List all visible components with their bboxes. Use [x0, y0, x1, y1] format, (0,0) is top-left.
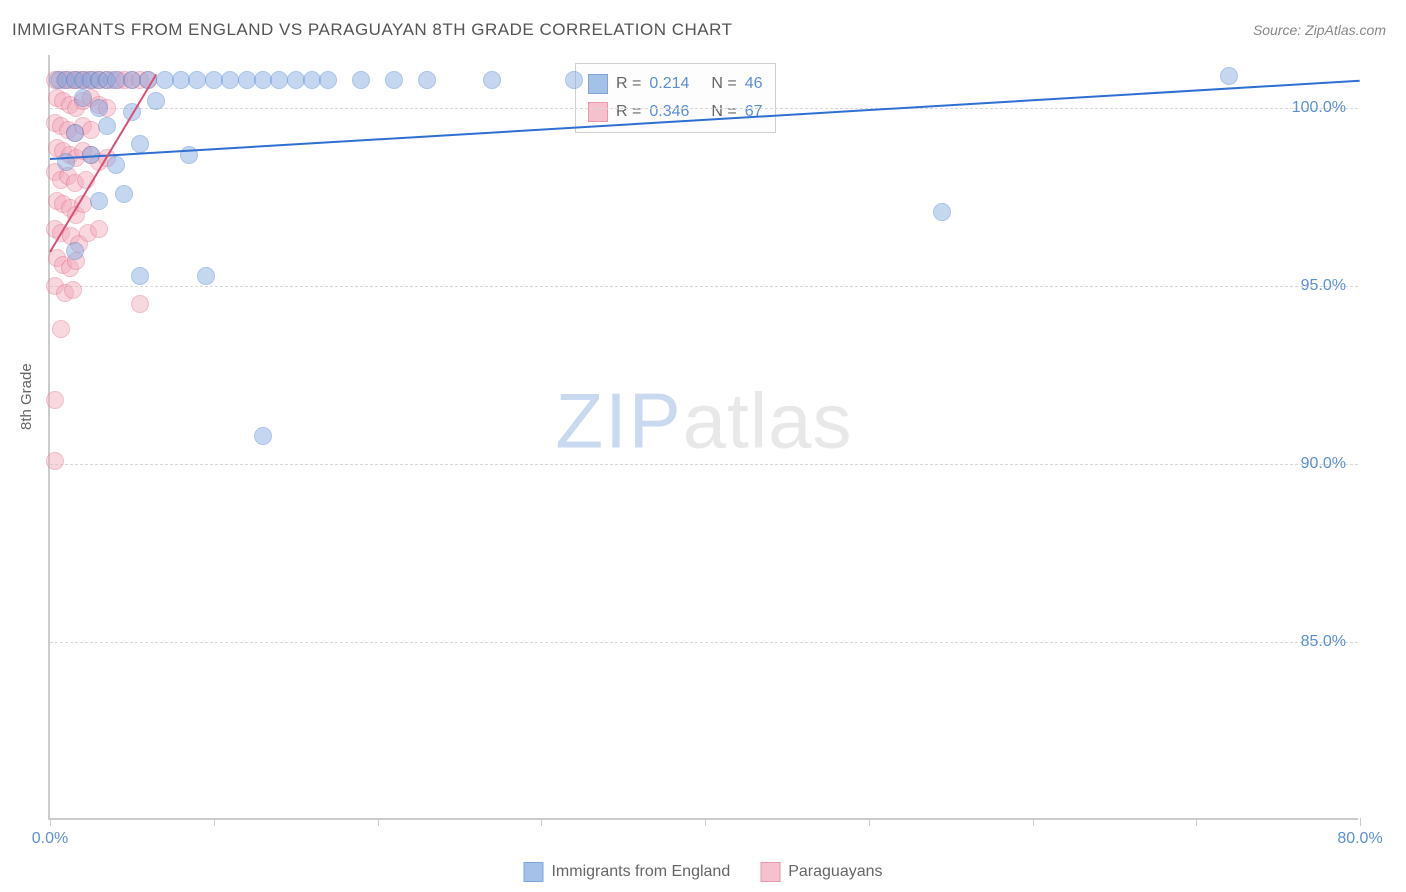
- scatter-point: [156, 71, 174, 89]
- scatter-point: [385, 71, 403, 89]
- x-tick: [1033, 818, 1034, 826]
- scatter-point: [90, 220, 108, 238]
- y-tick-label: 85.0%: [1301, 633, 1346, 651]
- series-legend-item: Paraguayans: [760, 862, 882, 882]
- legend-n-value: 46: [745, 70, 763, 98]
- scatter-point: [123, 71, 141, 89]
- scatter-point: [74, 89, 92, 107]
- y-tick-label: 100.0%: [1292, 99, 1346, 117]
- scatter-point: [115, 185, 133, 203]
- series-legend-item: Immigrants from England: [523, 862, 730, 882]
- watermark-zip: ZIP: [555, 377, 682, 465]
- scatter-point: [107, 71, 125, 89]
- x-tick: [1360, 818, 1361, 826]
- scatter-point: [205, 71, 223, 89]
- scatter-point: [46, 391, 64, 409]
- scatter-point: [254, 71, 272, 89]
- watermark: ZIPatlas: [555, 376, 852, 467]
- series-legend: Immigrants from England Paraguayans: [523, 862, 882, 882]
- scatter-point: [107, 156, 125, 174]
- y-tick-label: 90.0%: [1301, 455, 1346, 473]
- scatter-point: [565, 71, 583, 89]
- scatter-point: [319, 71, 337, 89]
- legend-r-label: R =: [616, 70, 641, 98]
- scatter-point: [483, 71, 501, 89]
- scatter-point: [287, 71, 305, 89]
- scatter-point: [147, 92, 165, 110]
- legend-swatch: [588, 74, 608, 94]
- y-axis-label: 8th Grade: [18, 363, 35, 430]
- scatter-point: [418, 71, 436, 89]
- legend-n-value: 67: [745, 98, 763, 126]
- legend-n-label: N =: [711, 70, 736, 98]
- gridline-h: [50, 108, 1358, 109]
- series-legend-label: Immigrants from England: [551, 863, 730, 881]
- scatter-point: [188, 71, 206, 89]
- scatter-point: [131, 135, 149, 153]
- x-tick: [378, 818, 379, 826]
- gridline-h: [50, 642, 1358, 643]
- scatter-point: [270, 71, 288, 89]
- x-tick-label: 80.0%: [1337, 830, 1382, 848]
- y-tick-label: 95.0%: [1301, 277, 1346, 295]
- scatter-point: [66, 124, 84, 142]
- x-tick-label: 0.0%: [32, 830, 68, 848]
- scatter-point: [57, 153, 75, 171]
- scatter-point: [98, 117, 116, 135]
- scatter-point: [131, 267, 149, 285]
- stats-legend-row: R = 0.214 N = 46: [588, 70, 763, 98]
- scatter-point: [52, 320, 70, 338]
- legend-swatch: [523, 862, 543, 882]
- scatter-point: [64, 281, 82, 299]
- watermark-atlas: atlas: [683, 377, 853, 465]
- series-legend-label: Paraguayans: [788, 863, 882, 881]
- x-tick: [705, 818, 706, 826]
- scatter-point: [172, 71, 190, 89]
- x-tick: [541, 818, 542, 826]
- scatter-point: [303, 71, 321, 89]
- scatter-point: [933, 203, 951, 221]
- scatter-point: [254, 427, 272, 445]
- chart-plot-area: ZIPatlas R = 0.214N = 46R = 0.346N = 67 …: [48, 55, 1358, 820]
- scatter-point: [197, 267, 215, 285]
- scatter-point: [352, 71, 370, 89]
- gridline-h: [50, 286, 1358, 287]
- legend-r-value: 0.214: [649, 70, 689, 98]
- scatter-point: [131, 295, 149, 313]
- legend-swatch: [760, 862, 780, 882]
- gridline-h: [50, 464, 1358, 465]
- scatter-point: [82, 121, 100, 139]
- x-tick: [214, 818, 215, 826]
- scatter-point: [1220, 67, 1238, 85]
- scatter-point: [90, 99, 108, 117]
- scatter-point: [221, 71, 239, 89]
- scatter-point: [66, 242, 84, 260]
- scatter-point: [238, 71, 256, 89]
- legend-swatch: [588, 102, 608, 122]
- legend-n-label: N =: [711, 98, 736, 126]
- source-label: Source: ZipAtlas.com: [1253, 22, 1386, 38]
- scatter-point: [90, 192, 108, 210]
- x-tick: [50, 818, 51, 826]
- x-tick: [1196, 818, 1197, 826]
- legend-r-label: R =: [616, 98, 641, 126]
- chart-title: IMMIGRANTS FROM ENGLAND VS PARAGUAYAN 8T…: [12, 20, 732, 40]
- x-tick: [869, 818, 870, 826]
- scatter-point: [46, 452, 64, 470]
